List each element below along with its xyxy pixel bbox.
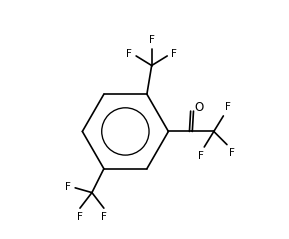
Text: F: F xyxy=(229,148,235,158)
Text: F: F xyxy=(101,212,107,222)
Text: F: F xyxy=(77,212,83,222)
Text: O: O xyxy=(195,101,204,114)
Text: F: F xyxy=(171,49,177,59)
Text: F: F xyxy=(198,151,204,161)
Text: F: F xyxy=(126,49,132,59)
Text: F: F xyxy=(149,35,155,45)
Text: F: F xyxy=(65,182,71,192)
Text: F: F xyxy=(225,102,230,112)
